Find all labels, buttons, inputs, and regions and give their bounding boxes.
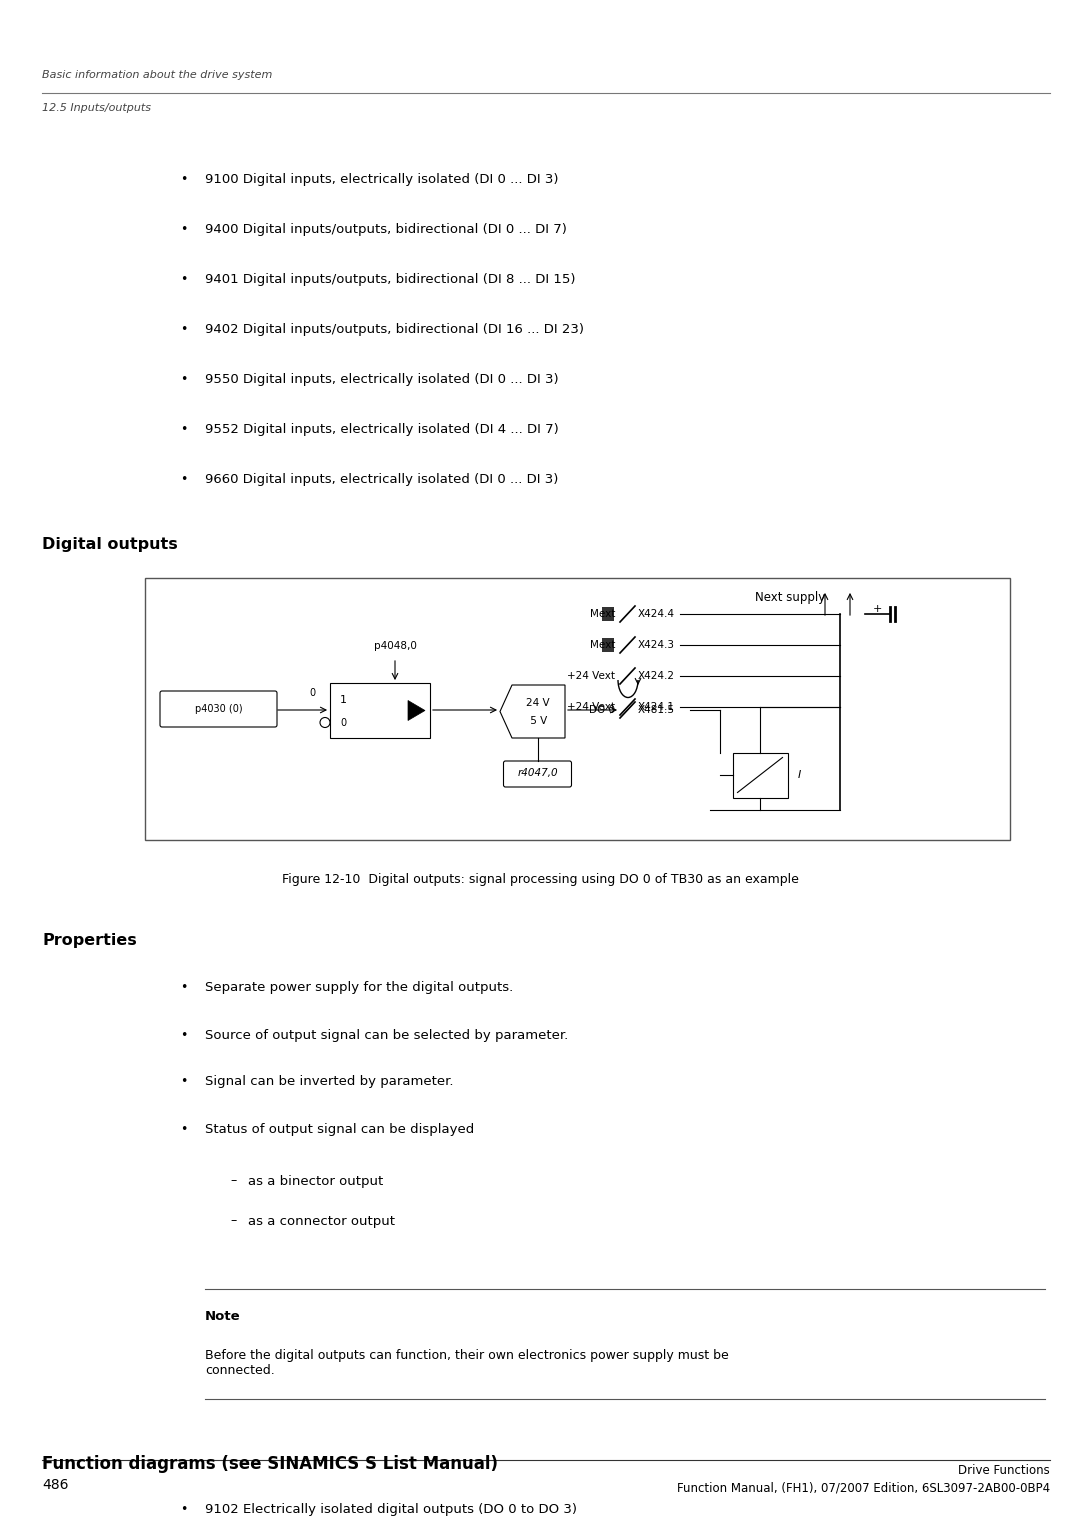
Text: •: • (180, 223, 187, 237)
Text: –: – (230, 1214, 237, 1228)
Text: Function diagrams (see SINAMICS S List Manual): Function diagrams (see SINAMICS S List M… (42, 1455, 498, 1474)
Text: as a connector output: as a connector output (248, 1214, 395, 1228)
Text: •: • (180, 473, 187, 487)
Text: 9402 Digital inputs/outputs, bidirectional (DI 16 ... DI 23): 9402 Digital inputs/outputs, bidirection… (205, 324, 584, 336)
Text: •: • (180, 374, 187, 386)
Text: Function Manual, (FH1), 07/2007 Edition, 6SL3097-2AB00-0BP4: Function Manual, (FH1), 07/2007 Edition,… (677, 1481, 1050, 1495)
Polygon shape (500, 686, 565, 738)
Text: Note: Note (205, 1310, 241, 1324)
Text: p4030 (0): p4030 (0) (194, 704, 242, 715)
Text: Next supply: Next supply (755, 591, 825, 603)
Text: Source of output signal can be selected by parameter.: Source of output signal can be selected … (205, 1029, 568, 1041)
Text: Figure 12-10  Digital outputs: signal processing using DO 0 of TB30 as an exampl: Figure 12-10 Digital outputs: signal pro… (282, 873, 798, 887)
Text: 9400 Digital inputs/outputs, bidirectional (DI 0 ... DI 7): 9400 Digital inputs/outputs, bidirection… (205, 223, 567, 237)
Circle shape (320, 718, 330, 727)
Text: Drive Functions: Drive Functions (958, 1463, 1050, 1477)
FancyBboxPatch shape (160, 692, 276, 727)
Text: •: • (180, 1503, 187, 1515)
Text: 9100 Digital inputs, electrically isolated (DI 0 ... DI 3): 9100 Digital inputs, electrically isolat… (205, 174, 558, 186)
Text: Signal can be inverted by parameter.: Signal can be inverted by parameter. (205, 1075, 454, 1089)
Text: –: – (230, 1174, 237, 1188)
Text: Mext: Mext (590, 609, 615, 618)
Text: X424.4: X424.4 (638, 609, 675, 618)
Text: 9660 Digital inputs, electrically isolated (DI 0 ... DI 3): 9660 Digital inputs, electrically isolat… (205, 473, 558, 487)
Bar (330, 683, 430, 738)
Text: X424.3: X424.3 (638, 640, 675, 651)
Text: •: • (180, 1029, 187, 1041)
Text: 24 V: 24 V (526, 698, 550, 709)
Text: 9550 Digital inputs, electrically isolated (DI 0 ... DI 3): 9550 Digital inputs, electrically isolat… (205, 374, 558, 386)
Text: 1: 1 (340, 695, 347, 705)
Text: X481.5: X481.5 (638, 705, 675, 715)
Text: 5 V: 5 V (527, 716, 548, 727)
Text: Properties: Properties (42, 933, 137, 947)
Text: DO 0: DO 0 (589, 705, 615, 715)
Polygon shape (408, 701, 426, 721)
Text: +: + (873, 605, 881, 614)
Text: as a binector output: as a binector output (248, 1174, 383, 1188)
Text: I: I (797, 770, 800, 780)
Text: 486: 486 (42, 1478, 68, 1492)
FancyBboxPatch shape (503, 760, 571, 786)
Text: 9102 Electrically isolated digital outputs (DO 0 to DO 3): 9102 Electrically isolated digital outpu… (205, 1503, 577, 1515)
Text: Digital outputs: Digital outputs (42, 538, 178, 553)
Text: 0: 0 (340, 718, 346, 728)
Text: p4048,0: p4048,0 (374, 641, 417, 651)
Text: •: • (180, 273, 187, 287)
Text: Basic information about the drive system: Basic information about the drive system (42, 70, 272, 79)
Text: •: • (180, 1122, 187, 1136)
Text: Before the digital outputs can function, their own electronics power supply must: Before the digital outputs can function,… (205, 1348, 729, 1377)
Text: •: • (180, 1075, 187, 1089)
Text: •: • (180, 982, 187, 994)
Text: 0: 0 (309, 689, 315, 698)
Text: r4047,0: r4047,0 (517, 768, 557, 777)
Bar (602, 608, 615, 621)
Text: 9401 Digital inputs/outputs, bidirectional (DI 8 ... DI 15): 9401 Digital inputs/outputs, bidirection… (205, 273, 576, 287)
Text: •: • (180, 174, 187, 186)
Bar (602, 638, 615, 652)
Text: •: • (180, 423, 187, 437)
Bar (732, 753, 787, 797)
Text: X424.2: X424.2 (638, 670, 675, 681)
Text: 9552 Digital inputs, electrically isolated (DI 4 ... DI 7): 9552 Digital inputs, electrically isolat… (205, 423, 558, 437)
Text: Separate power supply for the digital outputs.: Separate power supply for the digital ou… (205, 982, 513, 994)
Bar (145, 579, 1010, 840)
Text: Mext: Mext (590, 640, 615, 651)
Text: 12.5 Inputs/outputs: 12.5 Inputs/outputs (42, 102, 151, 113)
Text: +24 Vext: +24 Vext (567, 670, 615, 681)
Text: X424.1: X424.1 (638, 702, 675, 712)
Text: •: • (180, 324, 187, 336)
Text: +24 Vext: +24 Vext (567, 702, 615, 712)
Text: Status of output signal can be displayed: Status of output signal can be displayed (205, 1122, 474, 1136)
